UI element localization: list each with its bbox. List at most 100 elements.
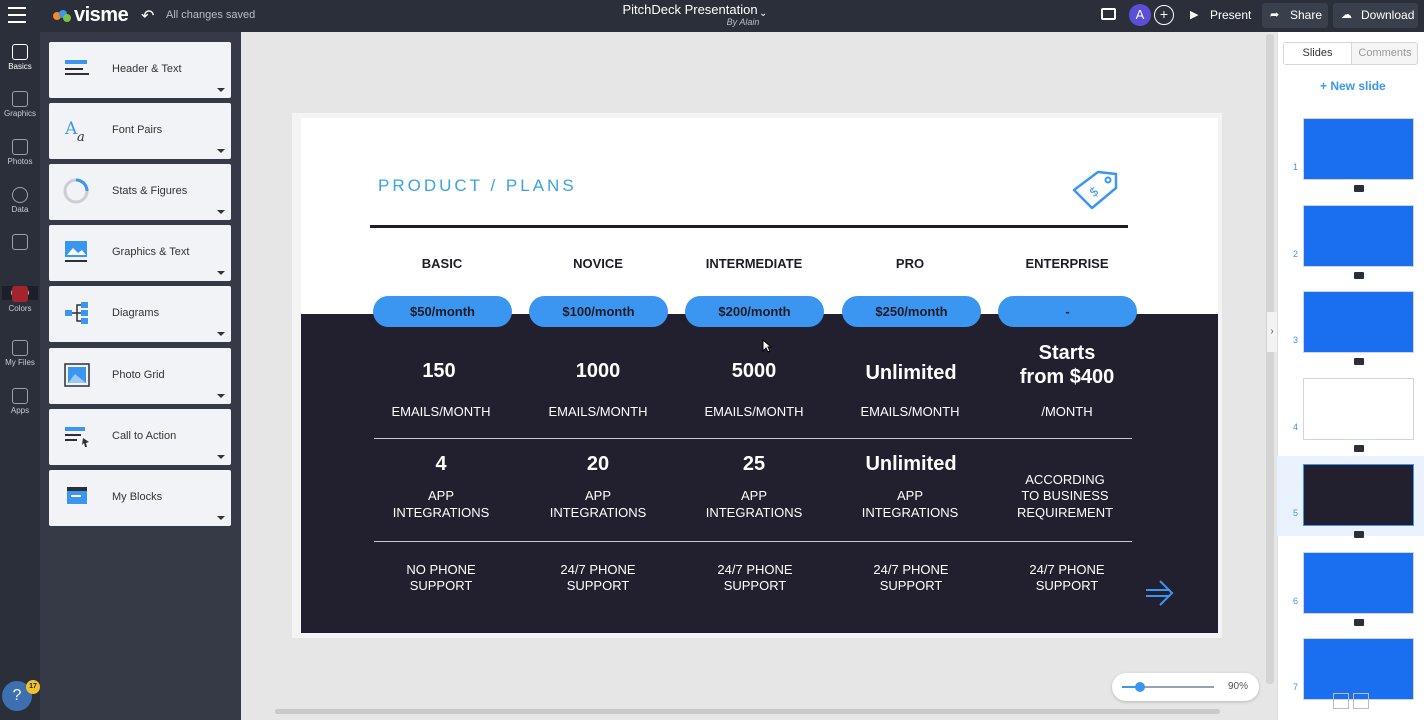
block-diagrams[interactable]: Diagrams: [49, 286, 231, 342]
support-pro-line1[interactable]: 24/7 PHONE: [873, 562, 949, 577]
slide-title[interactable]: PRODUCT / PLANS: [378, 176, 577, 195]
support-enterprise-line1[interactable]: 24/7 PHONE: [1029, 562, 1105, 577]
block-header-text[interactable]: Header & Text: [49, 42, 231, 98]
apps-label-intermediate-line2[interactable]: INTEGRATIONS: [705, 505, 803, 520]
undo-icon[interactable]: ↶: [141, 8, 155, 25]
block-graphics-text[interactable]: Graphics & Text: [49, 225, 231, 281]
price-pill-intermediate[interactable]: $200/month: [685, 296, 824, 327]
grid-view-icon[interactable]: [1333, 693, 1349, 710]
emails-value-intermediate[interactable]: 5000: [731, 360, 777, 382]
emails-label-enterprise[interactable]: /MONTH: [1041, 404, 1093, 419]
slide-body-area[interactable]: [301, 314, 1218, 633]
emails-value-enterprise-line2[interactable]: from $400: [1019, 366, 1115, 388]
caret-down-icon[interactable]: [217, 332, 225, 336]
caret-down-icon[interactable]: [217, 455, 225, 459]
avatar[interactable]: A: [1129, 4, 1151, 26]
plan-name-enterprise[interactable]: ENTERPRISE: [1025, 256, 1109, 271]
apps-label-novice-line2[interactable]: INTEGRATIONS: [549, 505, 647, 520]
caret-down-icon[interactable]: [217, 88, 225, 92]
slide-thumbnail-row[interactable]: 3: [1277, 283, 1424, 365]
transition-icon[interactable]: [1354, 358, 1364, 365]
plan-name-novice[interactable]: NOVICE: [573, 256, 623, 271]
rail-item-data[interactable]: Data: [0, 187, 40, 214]
new-slide-button[interactable]: + New slide: [1320, 79, 1386, 93]
rail-item-apps[interactable]: Apps: [0, 388, 40, 415]
download-button[interactable]: ☁ Download: [1333, 3, 1418, 28]
slide-thumbnail[interactable]: [1303, 638, 1414, 700]
emails-value-novice[interactable]: 1000: [575, 360, 621, 382]
emails-value-basic[interactable]: 150: [422, 360, 456, 382]
apps-label-novice-line1[interactable]: APP: [584, 488, 611, 503]
slide-thumbnail[interactable]: [1303, 205, 1414, 267]
slide-thumbnail-row[interactable]: 6: [1277, 544, 1424, 626]
vertical-scrollbar[interactable]: [1266, 34, 1274, 684]
transition-icon[interactable]: [1354, 185, 1364, 192]
slide-thumbnail-row[interactable]: 2: [1277, 197, 1424, 279]
caret-down-icon[interactable]: [217, 210, 225, 214]
arrow-right-icon[interactable]: [1144, 578, 1176, 608]
apps-label-basic-line2[interactable]: INTEGRATIONS: [392, 505, 490, 520]
rail-item-basics[interactable]: Basics: [0, 44, 40, 71]
caret-down-icon[interactable]: [217, 516, 225, 520]
slide-thumbnail-row[interactable]: 1: [1277, 110, 1424, 192]
add-collaborator-icon[interactable]: +: [1154, 5, 1174, 25]
app-logo[interactable]: visme: [52, 4, 129, 27]
document-title[interactable]: PitchDeck Presentation: [622, 2, 758, 17]
price-pill-enterprise[interactable]: -: [998, 296, 1137, 327]
slide-thumbnail-row[interactable]: 4: [1277, 370, 1424, 452]
emails-label-pro[interactable]: EMAILS/MONTH: [860, 404, 960, 419]
plan-name-pro[interactable]: PRO: [895, 256, 925, 271]
horizontal-scrollbar[interactable]: [275, 709, 1220, 714]
support-intermediate-line2[interactable]: SUPPORT: [723, 578, 787, 593]
transition-icon[interactable]: [1354, 272, 1364, 279]
transition-icon[interactable]: [1354, 445, 1364, 452]
apps-label-basic-line1[interactable]: APP: [427, 488, 454, 503]
block-my-blocks[interactable]: My Blocks: [49, 470, 231, 526]
rail-item-colors[interactable]: Colors: [0, 286, 40, 313]
apps-value-novice[interactable]: 20: [586, 453, 610, 475]
apps-value-pro[interactable]: Unlimited: [865, 453, 957, 475]
support-novice-line1[interactable]: 24/7 PHONE: [560, 562, 636, 577]
support-novice-line2[interactable]: SUPPORT: [566, 578, 630, 593]
slide-thumbnail[interactable]: [1303, 378, 1414, 440]
support-intermediate-line1[interactable]: 24/7 PHONE: [717, 562, 793, 577]
slide-header-area[interactable]: [301, 118, 1218, 314]
caret-down-icon[interactable]: [217, 149, 225, 153]
block-stats-figures[interactable]: Stats & Figures: [49, 164, 231, 220]
block-photo-grid[interactable]: Photo Grid: [49, 348, 231, 404]
tab-slides[interactable]: Slides: [1284, 43, 1352, 64]
zoom-slider[interactable]: [1122, 686, 1214, 688]
emails-label-intermediate[interactable]: EMAILS/MONTH: [704, 404, 804, 419]
block-call-to-action[interactable]: Call to Action: [49, 409, 231, 465]
zoom-slider-handle[interactable]: [1135, 682, 1146, 692]
rail-item-graphics[interactable]: Graphics: [0, 91, 40, 118]
support-basic-line1[interactable]: NO PHONE: [406, 562, 476, 577]
price-pill-pro[interactable]: $250/month: [842, 296, 981, 327]
apps-value-basic[interactable]: 4: [435, 453, 447, 475]
slide-thumbnail[interactable]: [1303, 118, 1414, 180]
caret-down-icon[interactable]: [217, 394, 225, 398]
rail-item-photos[interactable]: Photos: [0, 139, 40, 166]
emails-label-basic[interactable]: EMAILS/MONTH: [391, 404, 491, 419]
plan-name-intermediate[interactable]: INTERMEDIATE: [705, 256, 803, 271]
emails-label-novice[interactable]: EMAILS/MONTH: [548, 404, 648, 419]
price-pill-basic[interactable]: $50/month: [373, 296, 512, 327]
chevron-right-icon[interactable]: ›: [1267, 312, 1277, 352]
slide-thumbnail-row[interactable]: 5: [1277, 456, 1424, 538]
emails-value-pro[interactable]: Unlimited: [865, 362, 957, 384]
apps-label-pro-line1[interactable]: APP: [896, 488, 923, 503]
transition-icon[interactable]: [1354, 619, 1364, 626]
chevron-down-icon[interactable]: ⌄: [759, 8, 768, 19]
apps-label-enterprise-line3[interactable]: REQUIREMENT: [1016, 505, 1114, 520]
support-enterprise-line2[interactable]: SUPPORT: [1035, 578, 1099, 593]
apps-label-enterprise-line1[interactable]: ACCORDING: [1025, 472, 1105, 487]
present-button[interactable]: ▶ Present: [1182, 3, 1258, 28]
plan-name-basic[interactable]: BASIC: [421, 256, 463, 271]
apps-label-enterprise-line2[interactable]: TO BUSINESS: [1021, 488, 1109, 503]
transition-icon[interactable]: [1354, 531, 1364, 538]
rail-item-video[interactable]: [0, 234, 40, 252]
apps-value-intermediate[interactable]: 25: [742, 453, 766, 475]
apps-label-intermediate-line1[interactable]: APP: [740, 488, 767, 503]
menu-icon[interactable]: [8, 7, 26, 23]
